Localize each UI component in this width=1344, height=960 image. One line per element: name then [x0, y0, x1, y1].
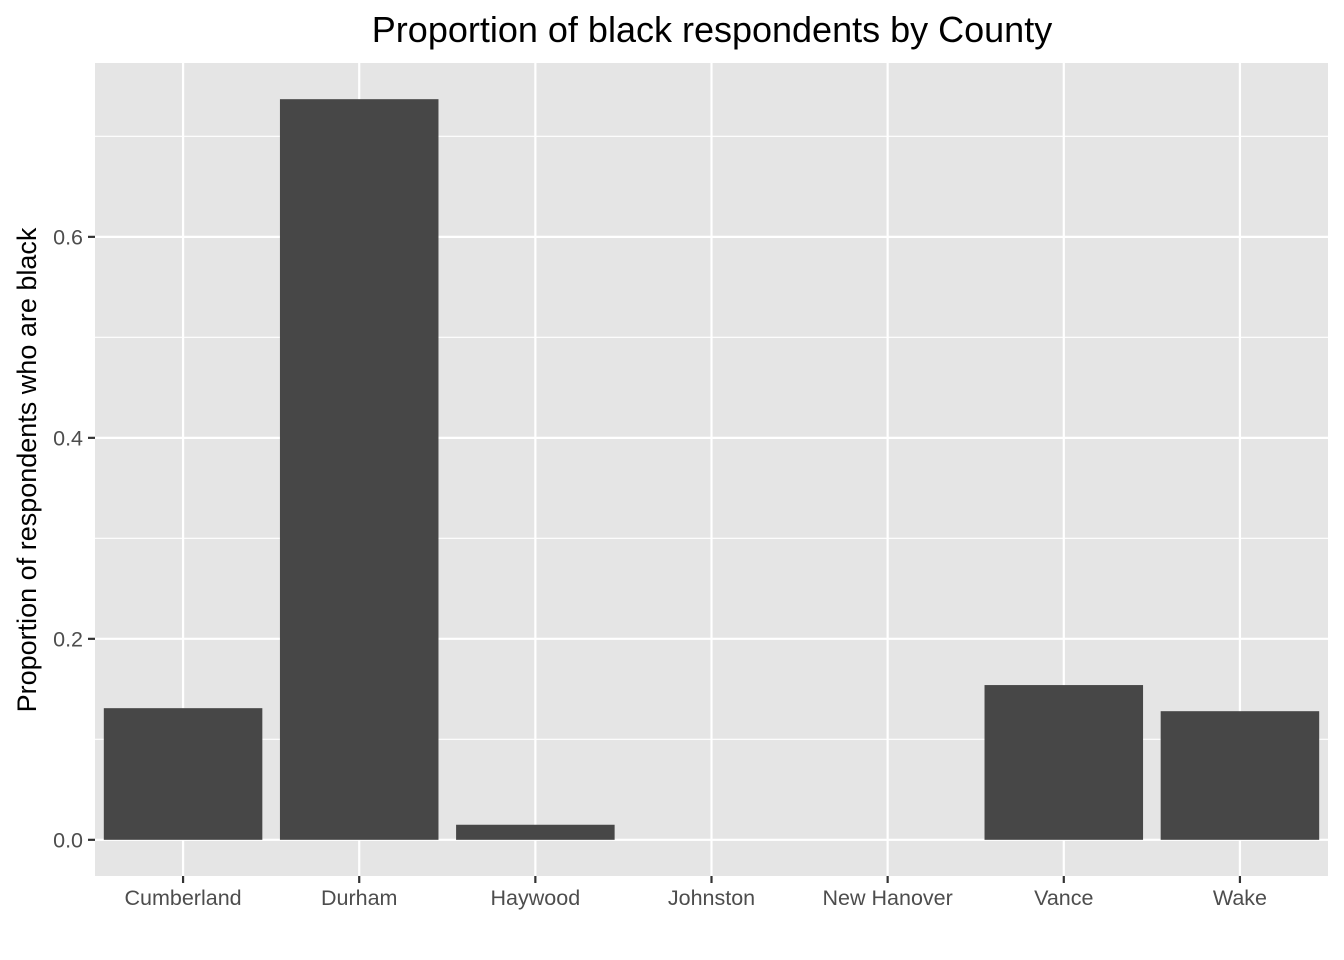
bar-haywood — [456, 824, 615, 840]
y-tick-label: 0.0 — [53, 828, 83, 852]
x-tick-label: Wake — [1213, 886, 1267, 910]
x-tick-label: Durham — [321, 886, 397, 910]
y-axis-title: Proportion of respondents who are black — [12, 227, 42, 712]
y-tick-label: 0.2 — [53, 627, 83, 651]
y-tick-label: 0.4 — [53, 426, 83, 450]
bar-wake — [1160, 711, 1320, 840]
x-tick-label: Vance — [1034, 886, 1093, 910]
y-tick-label: 0.6 — [53, 225, 83, 249]
x-tick-label: Johnston — [668, 886, 755, 910]
bar-durham — [279, 99, 439, 840]
x-tick-label: Haywood — [491, 886, 581, 910]
x-tick-label: New Hanover — [823, 886, 953, 910]
x-tick-label: Cumberland — [125, 886, 242, 910]
bar-vance — [984, 685, 1144, 840]
bar-cumberland — [103, 708, 263, 840]
chart-title: Proportion of black respondents by Count… — [372, 9, 1052, 50]
